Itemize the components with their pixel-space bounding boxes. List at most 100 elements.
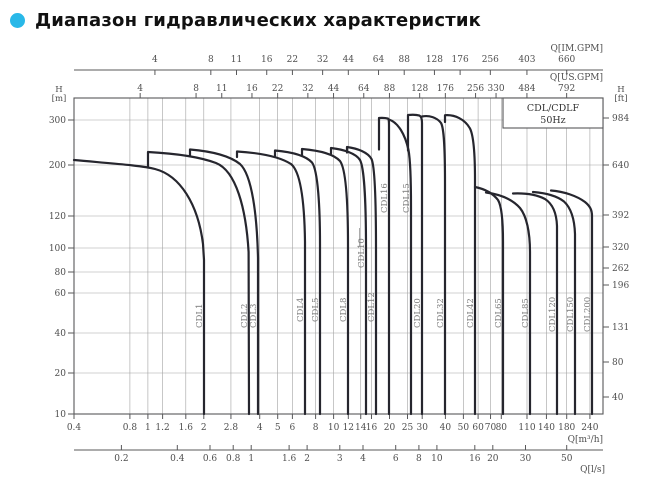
pump-curve-CDL3 — [188, 148, 260, 416]
m3h-tick-label: 25 — [402, 423, 414, 433]
im-gpm-tick-label: 44 — [343, 55, 355, 65]
h-ft-tick-label: 40 — [612, 393, 624, 403]
pump-labels: CDL1 CDL2 CDL3 CDL4 CDL5 CDL8 CDL10 CDL12 CDL16 C… — [195, 183, 593, 332]
pump-curve-CDL85 — [484, 191, 532, 416]
ls-tick-label: 0.2 — [114, 454, 128, 464]
pump-label-CDL15: CDL15 — [402, 183, 412, 213]
axis-labels: 4 8 11 16 22 32 44 64 88 128 176 256 403 660Q[IM.GPM]… — [49, 44, 630, 475]
us-gpm-tick-label: 22 — [272, 84, 283, 94]
m3h-tick-label: 110 — [518, 423, 535, 433]
pump-label-CDL200: CDL200 — [583, 297, 593, 332]
im-gpm-tick-label: 64 — [373, 55, 385, 65]
pump-curve-CDL150 — [531, 190, 577, 416]
h-m-tick-label: 300 — [49, 116, 66, 126]
im-gpm-tick-label: 16 — [261, 55, 273, 65]
m3h-tick-label: 14 — [355, 423, 367, 433]
m3h-tick-label: 8 — [313, 423, 319, 433]
m3h-tick-label: 0.4 — [67, 423, 82, 433]
pump-curve-CDL32 — [420, 115, 447, 416]
bullet-icon — [10, 13, 25, 28]
h-m-tick-label: 60 — [55, 289, 67, 299]
pump-curve-CDL200 — [549, 189, 594, 416]
h-m-tick-label: 120 — [49, 212, 66, 222]
m3h-tick-label: 1.6 — [179, 423, 194, 433]
pump-curve-CDL12 — [345, 145, 378, 416]
h-ft-tick-label: 196 — [612, 281, 629, 291]
ls-tick-label: 6 — [393, 454, 399, 464]
pump-label-CDL42: CDL42 — [466, 298, 476, 328]
us-gpm-tick-label: 16 — [246, 84, 258, 94]
m3h-tick-label: 5 — [275, 423, 281, 433]
page-title: Диапазон гидравлических характеристик — [35, 10, 482, 31]
m3h-tick-label: 1 — [145, 423, 151, 433]
us-gpm-tick-label: 128 — [411, 84, 428, 94]
page-header: Диапазон гидравлических характеристик — [10, 10, 481, 31]
h-m-tick-label: 10 — [55, 410, 67, 420]
m3h-tick-label: 4 — [257, 423, 263, 433]
pump-curve-CDL5 — [273, 149, 322, 416]
im-gpm-axis-name: Q[IM.GPM] — [551, 44, 604, 54]
ls-tick-label: 0.6 — [203, 454, 218, 464]
m3h-tick-label: 12 — [343, 423, 354, 433]
h-ft-tick-label: 392 — [612, 211, 629, 221]
h-m-axis-name: H — [55, 85, 62, 95]
ls-axis-name: Q[l/s] — [580, 465, 605, 475]
pump-label-CDL12: CDL12 — [367, 292, 377, 322]
im-gpm-tick-label: 660 — [558, 55, 575, 65]
axes-frame — [73, 69, 604, 451]
h-m-tick-label: 200 — [49, 161, 66, 171]
m3h-tick-label: 70 — [485, 423, 497, 433]
m3h-axis-name: Q[m³/h] — [568, 435, 603, 445]
us-gpm-tick-label: 176 — [437, 84, 454, 94]
ls-tick-label: 10 — [431, 454, 443, 464]
us-gpm-tick-label: 32 — [302, 84, 313, 94]
h-m-tick-label: 40 — [55, 329, 67, 339]
pump-label-CDL32: CDL32 — [436, 298, 446, 328]
im-gpm-tick-label: 4 — [152, 55, 158, 65]
im-gpm-tick-label: 256 — [482, 55, 499, 65]
pump-label-CDL65: CDL65 — [494, 298, 504, 328]
ls-tick-label: 1.6 — [282, 454, 297, 464]
gridlines — [74, 98, 603, 414]
h-ft-tick-label: 984 — [612, 114, 629, 124]
us-gpm-tick-label: 4 — [137, 84, 143, 94]
m3h-tick-label: 16 — [366, 423, 378, 433]
h-ft-tick-label: 80 — [612, 358, 624, 368]
h-m-axis-unit: [m] — [52, 94, 67, 104]
us-gpm-tick-label: 64 — [358, 84, 370, 94]
us-gpm-tick-label: 8 — [193, 84, 199, 94]
pump-curve-CDL8 — [300, 147, 350, 416]
ls-tick-label: 16 — [469, 454, 481, 464]
h-ft-axis-unit: [ft] — [614, 94, 627, 104]
us-gpm-tick-label: 88 — [384, 84, 396, 94]
pump-curve-CDL20 — [406, 113, 424, 416]
m3h-tick-label: 6 — [290, 423, 296, 433]
ls-tick-label: 8 — [416, 454, 422, 464]
im-gpm-tick-label: 128 — [426, 55, 443, 65]
us-gpm-tick-label: 11 — [216, 84, 227, 94]
pump-curve-CDL4 — [235, 150, 307, 416]
h-ft-tick-label: 640 — [612, 161, 629, 171]
ls-tick-label: 2 — [304, 454, 310, 464]
pump-label-CDL85: CDL85 — [521, 298, 531, 328]
h-m-tick-label: 80 — [55, 268, 67, 278]
m3h-tick-label: 240 — [581, 423, 598, 433]
us-gpm-tick-label: 44 — [328, 84, 340, 94]
us-gpm-axis-name: Q[US.GPM] — [550, 73, 603, 83]
us-gpm-tick-label: 792 — [558, 84, 575, 94]
m3h-tick-label: 0.8 — [123, 423, 138, 433]
pump-curve-CDL2 — [146, 150, 251, 416]
pump-label-CDL1: CDL1 — [195, 304, 205, 328]
m3h-tick-label: 50 — [458, 423, 470, 433]
pump-curve-CDL65 — [473, 185, 505, 416]
pump-label-CDL2: CDL2 — [240, 304, 250, 328]
model-series-frequency: 50Hz — [540, 115, 565, 126]
pump-curves — [72, 113, 594, 416]
m3h-tick-label: 180 — [558, 423, 575, 433]
us-gpm-tick-label: 484 — [518, 84, 535, 94]
im-gpm-tick-label: 22 — [287, 55, 298, 65]
ls-tick-label: 30 — [520, 454, 532, 464]
im-gpm-tick-label: 11 — [231, 55, 242, 65]
m3h-tick-label: 30 — [416, 423, 428, 433]
